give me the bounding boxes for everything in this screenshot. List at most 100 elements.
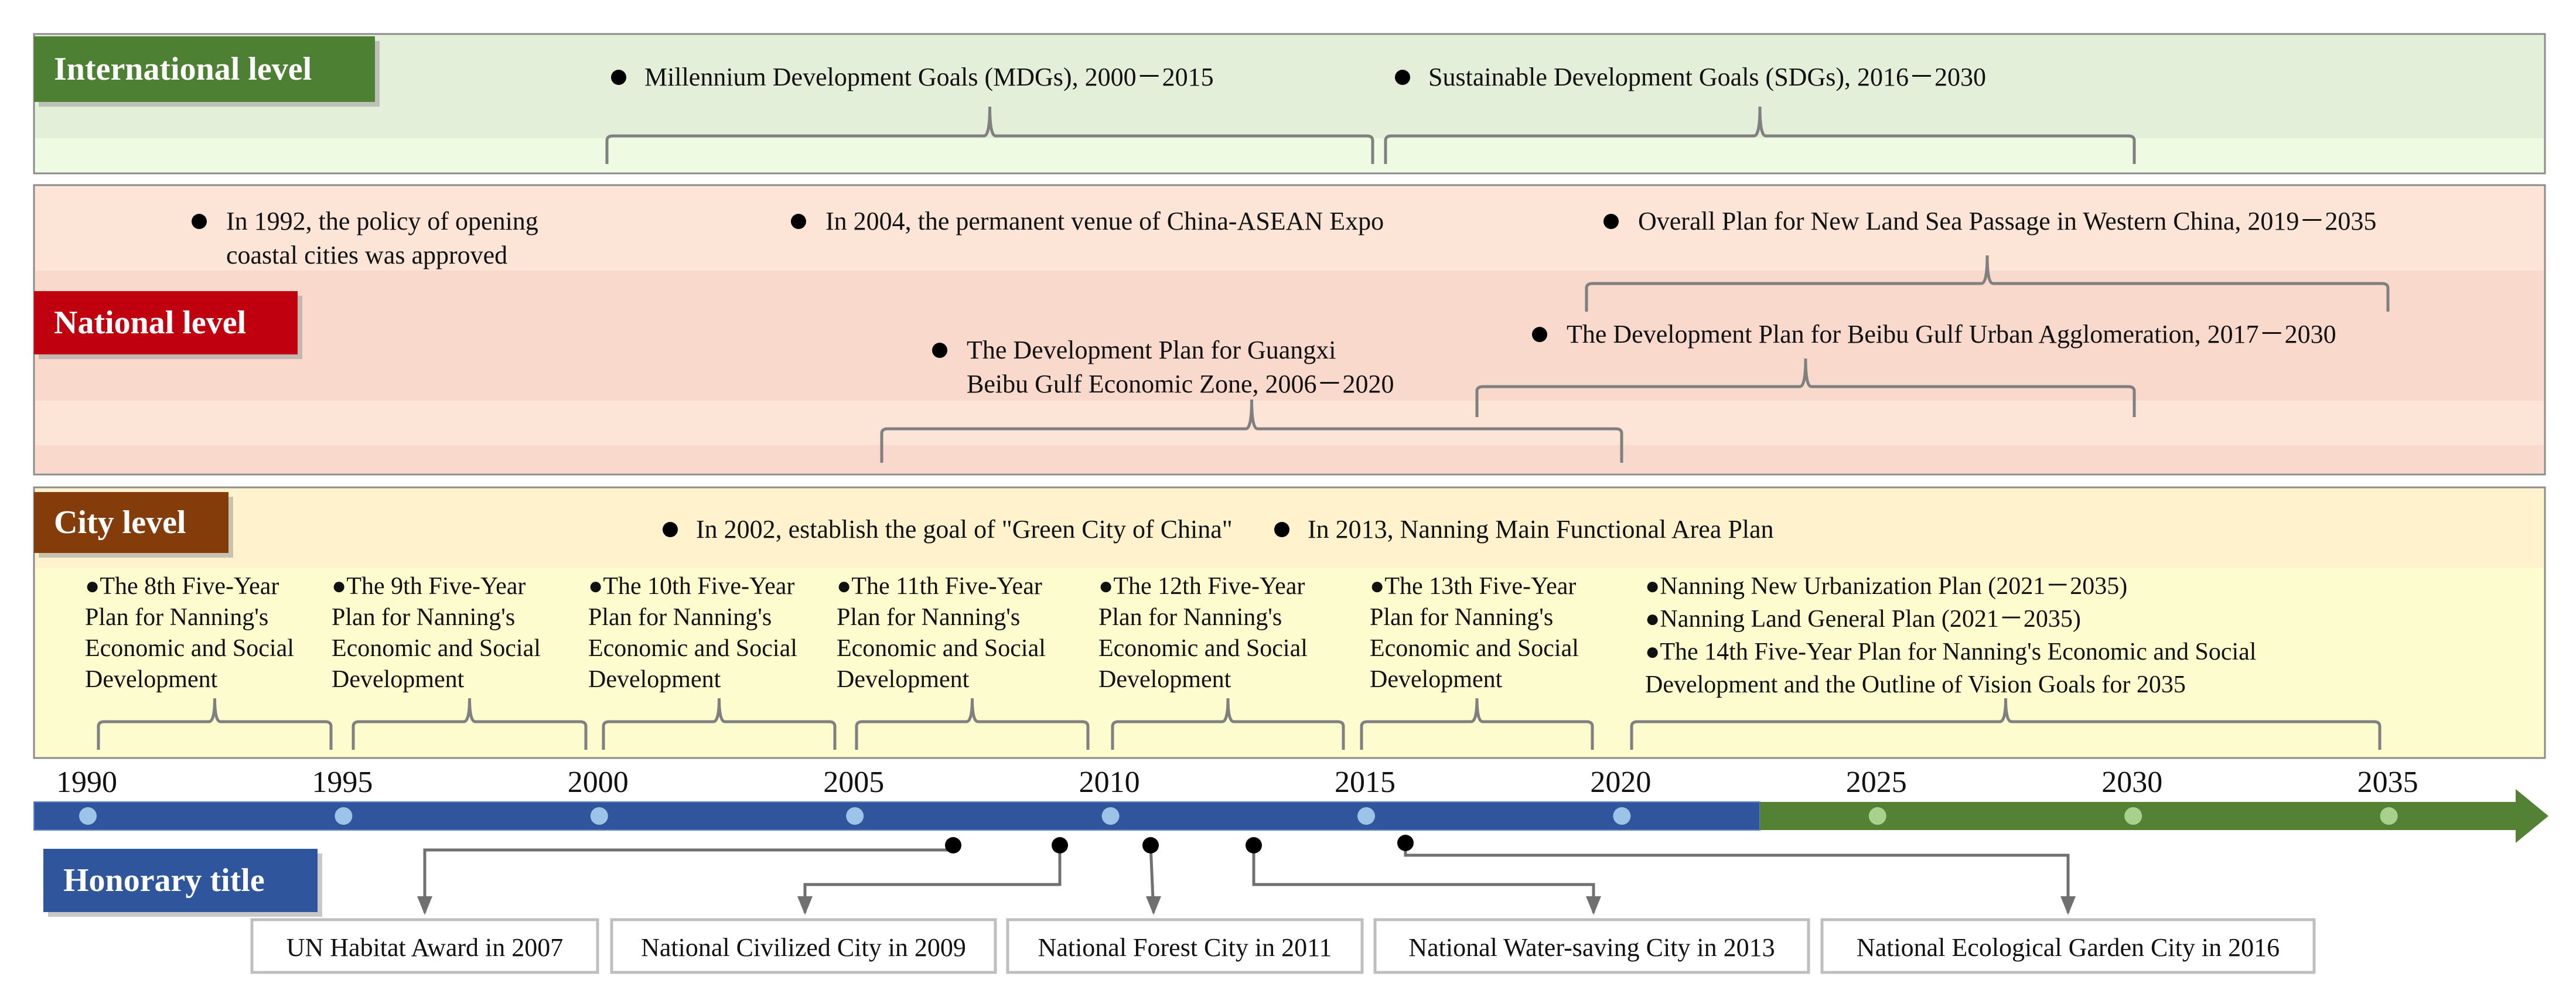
- honor-arrowhead-4: [1586, 896, 1601, 915]
- five-year-plan-bracket-6: [1360, 698, 1594, 750]
- five-year-plan-1-line-1: ●The 8th Five-Year: [85, 573, 279, 600]
- national-item-5-line-1: The Development Plan for Guangxi: [967, 336, 1336, 364]
- national-item-5-line-2: Beibu Gulf Economic Zone, 2006－2020: [967, 370, 1394, 398]
- city-item-2: In 2013, Nanning Main Functional Area Pl…: [1308, 515, 1774, 544]
- honor-arrowhead-2: [797, 896, 813, 915]
- honor-source-dot-5: [1397, 835, 1414, 851]
- five-year-plan-bracket-7: [1630, 698, 2381, 750]
- axis-tick-label-2005: 2005: [823, 766, 884, 799]
- five-year-plan-4-line-4: Development: [837, 666, 970, 693]
- international-band-light: [35, 138, 2544, 172]
- international-bracket-1: [605, 106, 1374, 164]
- five-year-plan-7-line-1: ●Nanning New Urbanization Plan (2021－203…: [1645, 573, 2127, 600]
- national-bullet: [192, 214, 207, 229]
- five-year-plan-3-line-3: Economic and Social: [588, 635, 797, 662]
- international-bullet: [611, 70, 626, 85]
- five-year-plan-7-line-4: Development and the Outline of Vision Go…: [1645, 671, 2186, 698]
- five-year-plan-6-line-2: Plan for Nanning's: [1370, 604, 1553, 631]
- national-label-text: National level: [54, 305, 246, 341]
- axis-tick-label-2025: 2025: [1846, 766, 1907, 799]
- national-item-4-line-1: The Development Plan for Beibu Gulf Urba…: [1567, 320, 2336, 349]
- honor-box-4: [1373, 918, 1810, 974]
- five-year-plan-bracket-1: [97, 698, 333, 750]
- axis-tick-label-2015: 2015: [1335, 766, 1396, 799]
- honor-arrowhead-1: [417, 896, 432, 915]
- international-label: [34, 36, 375, 102]
- five-year-plan-5-line-4: Development: [1098, 666, 1231, 693]
- international-bullet: [1395, 70, 1410, 85]
- national-band-mid: [35, 271, 2544, 401]
- national-bullet: [791, 214, 806, 229]
- axis-tick-marker-2000: [590, 807, 608, 825]
- five-year-plan-7-line-3: ●The 14th Five-Year Plan for Nanning's E…: [1645, 639, 2256, 665]
- city-bullet: [1274, 522, 1289, 537]
- honorary-label-text: Honorary title: [63, 862, 265, 899]
- five-year-plan-bracket-4: [855, 698, 1090, 750]
- honor-connector-2: [803, 845, 1062, 913]
- city-band-light: [35, 568, 2544, 757]
- axis-tick-marker-2010: [1101, 807, 1120, 825]
- honor-source-dot-3: [1142, 837, 1159, 853]
- city-label: [34, 492, 228, 553]
- city-bullet: [663, 522, 678, 537]
- five-year-plan-7-line-2: ●Nanning Land General Plan (2021－2035): [1645, 606, 2081, 633]
- five-year-plan-bracket-5: [1111, 698, 1345, 750]
- five-year-plan-bracket-3: [602, 698, 837, 750]
- national-bracket-3: [1585, 255, 2390, 312]
- five-year-plan-1-line-2: Plan for Nanning's: [85, 604, 268, 631]
- five-year-plan-4-line-1: ●The 11th Five-Year: [837, 573, 1042, 600]
- honor-label-3: National Forest City in 2011: [1038, 933, 1332, 962]
- axis-tick-label-2010: 2010: [1079, 766, 1140, 799]
- axis-tick-label-2035: 2035: [2357, 766, 2418, 799]
- five-year-plan-6-line-3: Economic and Social: [1370, 635, 1579, 662]
- axis-tick-label-1995: 1995: [312, 766, 373, 799]
- honor-source-dot-2: [1052, 837, 1068, 853]
- five-year-plan-4-line-2: Plan for Nanning's: [837, 604, 1020, 631]
- international-item-2: Sustainable Development Goals (SDGs), 20…: [1428, 63, 1986, 91]
- five-year-plan-2-line-4: Development: [332, 666, 465, 693]
- axis-past-bar: [33, 801, 1761, 831]
- honor-label-1: UN Habitat Award in 2007: [286, 933, 564, 962]
- honor-label-4: National Water-saving City in 2013: [1408, 933, 1775, 962]
- five-year-plan-6-line-4: Development: [1370, 666, 1503, 693]
- five-year-plan-1-line-4: Development: [85, 666, 218, 693]
- axis-future-arrow: [1760, 789, 2548, 843]
- axis-tick-marker-2015: [1357, 807, 1375, 825]
- honor-box-2: [610, 918, 997, 974]
- international-item-1: Millennium Development Goals (MDGs), 200…: [644, 63, 1214, 91]
- honor-box-1: [250, 918, 599, 974]
- national-bracket-5: [880, 399, 1623, 463]
- national-band-bottom: [35, 445, 2544, 473]
- five-year-plan-3-line-1: ●The 10th Five-Year: [588, 573, 794, 600]
- honor-label-2: National Civilized City in 2009: [641, 933, 966, 962]
- national-label: [34, 291, 298, 354]
- international-bracket-2: [1384, 106, 2136, 164]
- national-item-2-line-1: In 2004, the permanent venue of China-AS…: [825, 207, 1384, 235]
- national-bracket-4: [1475, 358, 2136, 417]
- honor-connector-5: [1404, 845, 2070, 913]
- national-bullet: [932, 343, 947, 358]
- axis-tick-marker-2035: [2380, 807, 2398, 825]
- city-item-1: In 2002, establish the goal of "Green Ci…: [696, 515, 1233, 544]
- five-year-plan-5-line-3: Economic and Social: [1098, 635, 1308, 662]
- five-year-plan-3-line-2: Plan for Nanning's: [588, 604, 772, 631]
- honor-source-dot-1: [945, 837, 961, 853]
- honor-box-5: [1820, 918, 2316, 974]
- five-year-plan-5-line-1: ●The 12th Five-Year: [1098, 573, 1305, 600]
- honor-source-dot-4: [1246, 837, 1262, 853]
- five-year-plan-3-line-4: Development: [588, 666, 721, 693]
- honorary-label: [43, 849, 318, 912]
- axis-tick-marker-2025: [1868, 807, 1886, 825]
- honor-arrowhead-3: [1146, 896, 1161, 915]
- national-item-1-line-1: In 1992, the policy of opening: [226, 207, 538, 235]
- five-year-plan-6-line-1: ●The 13th Five-Year: [1370, 573, 1576, 600]
- national-bullet: [1532, 327, 1547, 342]
- national-item-1-line-2: coastal cities was approved: [226, 241, 507, 269]
- axis-tick-label-2020: 2020: [1590, 766, 1651, 799]
- axis-tick-marker-1990: [79, 807, 97, 825]
- five-year-plan-5-line-2: Plan for Nanning's: [1098, 604, 1282, 631]
- national-bullet: [1603, 214, 1619, 229]
- five-year-plan-1-line-3: Economic and Social: [85, 635, 294, 662]
